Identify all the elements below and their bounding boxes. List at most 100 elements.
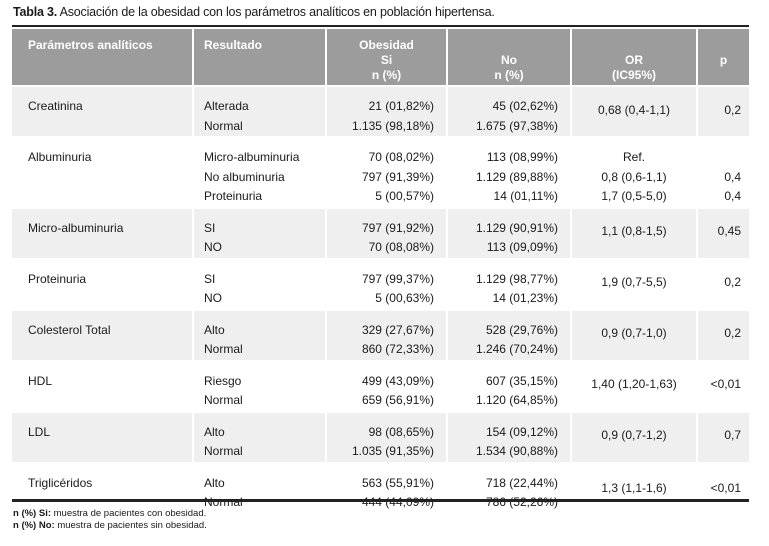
header-or: OR (IC95%) [571, 29, 697, 86]
resultado-cell: Alterada Normal [193, 86, 326, 137]
obesidad-si-cell-line: 797 (91,92%) [333, 219, 434, 239]
resultado-cell-line: Alto [204, 474, 319, 494]
obesidad-no-cell-line: 1.120 (64,85%) [454, 391, 558, 411]
param-cell-line: HDL [28, 372, 186, 392]
or-cell: 1,1 (0,8-1,5) [571, 208, 697, 259]
obesidad-si-cell-line: 1.035 (91,35%) [333, 442, 434, 462]
obesidad-si-cell-line: 1.135 (98,18%) [333, 117, 434, 137]
top-rule [12, 25, 749, 27]
resultado-cell-line: Alto [204, 423, 319, 443]
note-si: n (%) Si: muestra de pacientes con obesi… [13, 508, 207, 520]
resultado-cell-line: Normal [204, 442, 319, 462]
or-cell: 1,40 (1,20-1,63) [571, 361, 697, 412]
obesidad-si-cell-line: 5 (00,57%) [333, 187, 434, 207]
obesidad-no-cell: 45 (02,62%) 1.675 (97,38%) [447, 86, 571, 137]
resultado-cell-line: Micro-albuminuria [204, 148, 319, 168]
obesidad-si-cell-line: 563 (55,91%) [333, 474, 434, 494]
obesidad-no-cell-line: 14 (01,11%) [454, 187, 558, 207]
obesidad-si-cell: 563 (55,91%) 444 (44,09%) [326, 463, 447, 514]
obesidad-si-cell: 98 (08,65%) 1.035 (91,35%) [326, 412, 447, 463]
param-cell: HDL [12, 361, 193, 412]
resultado-cell-line: Normal [204, 391, 319, 411]
resultado-cell-line: Alto [204, 321, 319, 341]
obesidad-no-cell-line: 1.246 (70,24%) [454, 340, 558, 360]
obesidad-no-cell-line: 154 (09,12%) [454, 423, 558, 443]
resultado-cell: SI NO [193, 259, 326, 310]
param-cell-line: Creatinina [28, 97, 186, 117]
resultado-cell: Alto Normal [193, 463, 326, 514]
p-cell: 0,7 [697, 412, 749, 463]
or-cell: 1,3 (1,1-1,6) [571, 463, 697, 514]
obesidad-no-cell-line: 14 (01,23%) [454, 289, 558, 309]
resultado-cell: Riesgo Normal [193, 361, 326, 412]
or-cell-line: 0,9 (0,7-1,2) [601, 426, 666, 446]
table-row: Colesterol Total Alto Normal 329 (27,67%) 86… [12, 310, 749, 361]
param-cell-line: Proteinuria [28, 270, 186, 290]
p-cell: <0,01 [697, 463, 749, 514]
obesidad-si-cell-line: 21 (01,82%) [333, 97, 434, 117]
param-cell: Proteinuria [12, 259, 193, 310]
obesidad-no-cell-line: 113 (09,09%) [454, 238, 558, 258]
or-cell-line: Ref. [578, 148, 690, 168]
results-table: Parámetros analíticos Resultado Obesidad… [12, 29, 749, 514]
or-cell-line: 1,40 (1,20-1,63) [591, 375, 676, 395]
obesidad-no-cell-line: 1.534 (90,88%) [454, 442, 558, 462]
or-cell: 1,9 (0,7-5,5) [571, 259, 697, 310]
resultado-cell-line: NO [204, 238, 319, 258]
obesidad-si-cell-line: 70 (08,08%) [333, 238, 434, 258]
obesidad-si-cell-line: 860 (72,33%) [333, 340, 434, 360]
table-row: Micro-albuminuria SI NO 797 (91,92%) 70 (08,… [12, 208, 749, 259]
p-cell-line: <0,01 [711, 375, 741, 395]
resultado-cell-line: Normal [204, 117, 319, 137]
or-cell: 0,9 (0,7-1,2) [571, 412, 697, 463]
param-cell: Triglicéridos [12, 463, 193, 514]
obesidad-no-cell: 1.129 (90,91%) 113 (09,09%) [447, 208, 571, 259]
obesidad-no-cell-line: 1.129 (89,88%) [454, 168, 558, 188]
param-cell-line: LDL [28, 423, 186, 443]
obesidad-no-cell-line: 1.129 (90,91%) [454, 219, 558, 239]
obesidad-si-cell-line: 70 (08,02%) [333, 148, 434, 168]
or-cell-line: 0,9 (0,7-1,0) [601, 324, 666, 344]
or-cell: 0,68 (0,4-1,1) [571, 86, 697, 137]
obesidad-no-cell: 154 (09,12%) 1.534 (90,88%) [447, 412, 571, 463]
obesidad-si-cell: 797 (99,37%) 5 (00,63%) [326, 259, 447, 310]
obesidad-no-cell-line: 1.129 (98,77%) [454, 270, 558, 290]
p-cell: 0,4 0,4 [697, 137, 749, 208]
header-p: p [697, 29, 749, 86]
table-row: Creatinina Alterada Normal 21 (01,82%) 1.135… [12, 86, 749, 137]
or-cell: Ref. 0,8 (0,6-1,1) 1,7 (0,5-5,0) [571, 137, 697, 208]
p-cell: 0,2 [697, 259, 749, 310]
resultado-cell: Alto Normal [193, 412, 326, 463]
or-cell-line: 0,8 (0,6-1,1) [578, 168, 690, 188]
param-cell-line: Albuminuria [28, 148, 186, 168]
obesidad-si-cell-line: 659 (56,91%) [333, 391, 434, 411]
or-cell-line: 1,7 (0,5-5,0) [578, 187, 690, 207]
table-row: Triglicéridos Alto Normal 563 (55,91%) 444 (… [12, 463, 749, 514]
obesidad-no-cell: 1.129 (98,77%) 14 (01,23%) [447, 259, 571, 310]
obesidad-si-cell-line: 797 (99,37%) [333, 270, 434, 290]
or-cell-line: 1,3 (1,1-1,6) [601, 479, 666, 499]
obesidad-no-cell: 113 (08,99%) 1.129 (89,88%) 14 (01,11%) [447, 137, 571, 208]
obesidad-no-cell-line: 1.675 (97,38%) [454, 117, 558, 137]
p-cell-line: 0,4 [704, 168, 741, 188]
obesidad-no-cell-line: 607 (35,15%) [454, 372, 558, 392]
resultado-cell: Micro-albuminuria No albuminuria Proteinur… [193, 137, 326, 208]
obesidad-no-cell: 528 (29,76%) 1.246 (70,24%) [447, 310, 571, 361]
obesidad-si-cell-line: 5 (00,63%) [333, 289, 434, 309]
obesidad-si-cell: 329 (27,67%) 860 (72,33%) [326, 310, 447, 361]
header-obesidad: Obesidad Si n (%) [326, 29, 447, 86]
obesidad-si-cell-line: 329 (27,67%) [333, 321, 434, 341]
header-row: Parámetros analíticos Resultado Obesidad… [12, 29, 749, 86]
resultado-cell-line: Riesgo [204, 372, 319, 392]
or-cell-line: 0,68 (0,4-1,1) [598, 101, 670, 121]
table-caption: Tabla 3. Asociación de la obesidad con l… [13, 5, 495, 19]
caption-label: Tabla 3. [13, 5, 57, 19]
param-cell: LDL [12, 412, 193, 463]
param-cell: Creatinina [12, 86, 193, 137]
p-cell-line [704, 148, 741, 168]
header-param: Parámetros analíticos [12, 29, 193, 86]
header-resultado: Resultado [193, 29, 326, 86]
param-cell-line: Micro-albuminuria [28, 219, 186, 239]
or-cell: 0,9 (0,7-1,0) [571, 310, 697, 361]
param-cell-line: Triglicéridos [28, 474, 186, 494]
